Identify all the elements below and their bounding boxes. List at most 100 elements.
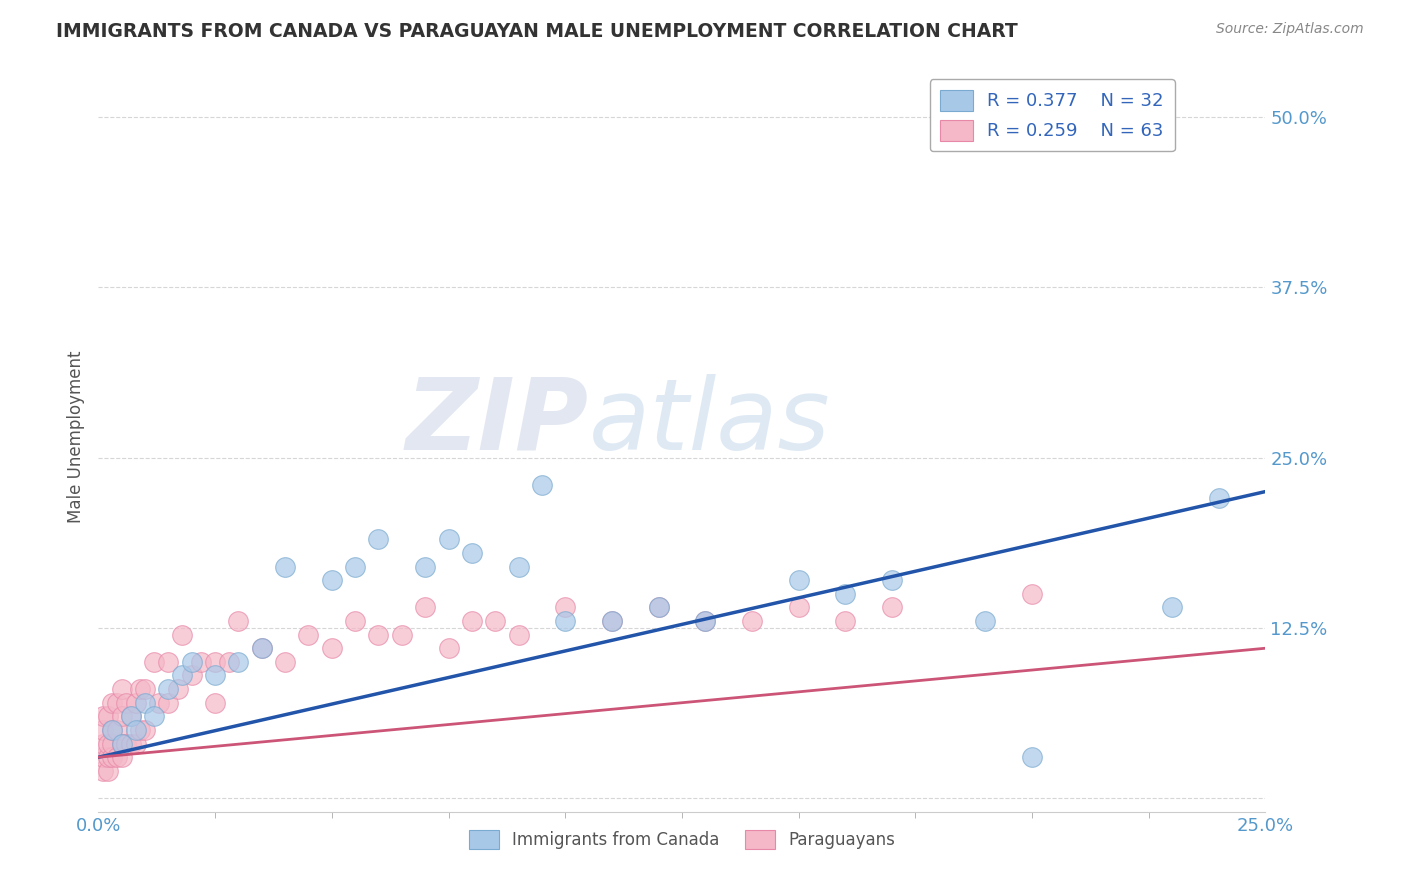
Point	[321, 641, 343, 656]
Point	[180, 668, 202, 682]
Point	[125, 696, 148, 710]
Point	[172, 627, 194, 641]
Point	[134, 696, 156, 710]
Point	[111, 682, 134, 697]
Point	[101, 723, 124, 737]
Point	[172, 668, 194, 682]
Point	[129, 723, 152, 737]
Point	[274, 559, 297, 574]
Point	[120, 709, 142, 723]
Point	[204, 668, 226, 682]
Point	[101, 737, 124, 751]
Point	[228, 655, 250, 669]
Point	[125, 737, 148, 751]
Point	[148, 696, 170, 710]
Point	[508, 627, 530, 641]
Point	[111, 737, 134, 751]
Legend: Immigrants from Canada, Paraguayans: Immigrants from Canada, Paraguayans	[463, 823, 901, 855]
Point	[125, 723, 148, 737]
Point	[105, 750, 128, 764]
Text: Source: ZipAtlas.com: Source: ZipAtlas.com	[1216, 22, 1364, 37]
Point	[461, 546, 484, 560]
Point	[554, 614, 576, 628]
Point	[134, 723, 156, 737]
Point	[787, 600, 810, 615]
Point	[101, 750, 124, 764]
Point	[91, 764, 114, 778]
Point	[157, 655, 180, 669]
Point	[647, 600, 669, 615]
Point	[115, 737, 138, 751]
Point	[190, 655, 212, 669]
Point	[157, 696, 180, 710]
Point	[91, 723, 114, 737]
Point	[166, 682, 188, 697]
Point	[105, 723, 128, 737]
Point	[111, 737, 134, 751]
Point	[484, 614, 506, 628]
Point	[91, 750, 114, 764]
Point	[204, 696, 226, 710]
Point	[1161, 600, 1184, 615]
Point	[554, 600, 576, 615]
Point	[695, 614, 717, 628]
Point	[105, 696, 128, 710]
Text: IMMIGRANTS FROM CANADA VS PARAGUAYAN MALE UNEMPLOYMENT CORRELATION CHART: IMMIGRANTS FROM CANADA VS PARAGUAYAN MAL…	[56, 22, 1018, 41]
Point	[297, 627, 319, 641]
Point	[143, 655, 166, 669]
Point	[437, 641, 460, 656]
Point	[508, 559, 530, 574]
Point	[250, 641, 273, 656]
Point	[120, 709, 142, 723]
Point	[695, 614, 717, 628]
Point	[228, 614, 250, 628]
Point	[1208, 491, 1230, 506]
Point	[344, 559, 367, 574]
Point	[101, 723, 124, 737]
Point	[1021, 587, 1043, 601]
Point	[600, 614, 623, 628]
Text: atlas: atlas	[589, 374, 830, 471]
Point	[974, 614, 997, 628]
Point	[97, 709, 120, 723]
Point	[321, 573, 343, 587]
Point	[91, 737, 114, 751]
Y-axis label: Male Unemployment: Male Unemployment	[66, 351, 84, 524]
Point	[111, 709, 134, 723]
Point	[367, 533, 389, 547]
Point	[129, 682, 152, 697]
Point	[787, 573, 810, 587]
Point	[367, 627, 389, 641]
Point	[274, 655, 297, 669]
Point	[250, 641, 273, 656]
Point	[97, 764, 120, 778]
Point	[97, 737, 120, 751]
Point	[344, 614, 367, 628]
Point	[91, 709, 114, 723]
Point	[391, 627, 413, 641]
Point	[120, 737, 142, 751]
Point	[218, 655, 240, 669]
Point	[204, 655, 226, 669]
Point	[647, 600, 669, 615]
Point	[437, 533, 460, 547]
Point	[1021, 750, 1043, 764]
Point	[600, 614, 623, 628]
Point	[461, 614, 484, 628]
Point	[134, 682, 156, 697]
Point	[143, 709, 166, 723]
Point	[157, 682, 180, 697]
Point	[97, 750, 120, 764]
Point	[180, 655, 202, 669]
Point	[413, 600, 436, 615]
Point	[834, 614, 856, 628]
Point	[101, 696, 124, 710]
Point	[834, 587, 856, 601]
Point	[880, 600, 903, 615]
Point	[115, 696, 138, 710]
Point	[530, 477, 553, 491]
Point	[413, 559, 436, 574]
Point	[880, 573, 903, 587]
Text: ZIP: ZIP	[405, 374, 589, 471]
Point	[111, 750, 134, 764]
